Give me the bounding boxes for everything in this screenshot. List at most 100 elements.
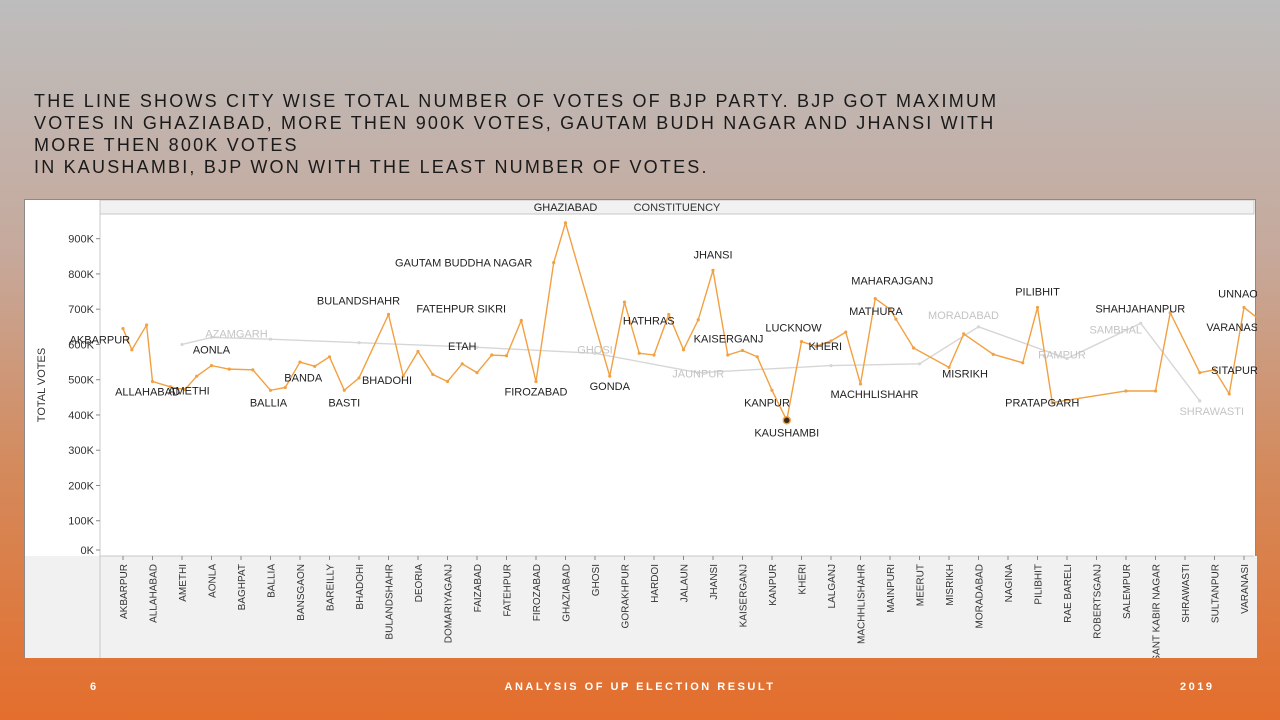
data-label: GHAZIABAD — [534, 202, 598, 214]
x-tick-label: MORADABAD — [975, 564, 986, 628]
data-label: SHAHJAHANPUR — [1095, 304, 1185, 316]
x-tick-label: DEORIA — [414, 564, 425, 603]
data-point — [251, 368, 255, 372]
data-point — [1153, 389, 1158, 393]
votes-line-chart: CONSTITUENCY TOTAL VOTES 0K 100K 200K 300K 400… — [25, 200, 1257, 658]
data-point — [357, 376, 361, 380]
data-label: LUCKNOW — [765, 323, 822, 335]
x-tick-label: DOMARIYAGANJ — [444, 564, 455, 643]
data-point — [1021, 361, 1025, 365]
x-tick-label: JALAUN — [680, 564, 691, 602]
data-point — [475, 345, 479, 349]
data-point — [652, 353, 656, 357]
data-point — [799, 340, 804, 344]
x-tick-label: LALGANJ — [827, 564, 838, 608]
x-tick-label: BULANDSHAHR — [385, 564, 396, 640]
data-point — [386, 312, 391, 317]
data-label: JAUNPUR — [672, 369, 724, 381]
x-tick-label: KHERI — [798, 564, 809, 595]
data-label: FIROZABAD — [505, 386, 568, 398]
x-axis-panel — [25, 556, 1257, 658]
data-point — [150, 379, 155, 384]
data-label: AZAMGARH — [205, 328, 267, 340]
data-label: MISRIKH — [942, 368, 988, 380]
data-point — [814, 344, 818, 348]
data-point — [445, 379, 450, 384]
data-label: HATHRAS — [623, 315, 675, 327]
x-tick-label: MISRIKH — [945, 564, 956, 606]
data-label: SHRAWASTI — [1179, 406, 1244, 418]
data-point — [696, 371, 700, 375]
x-tick-label: FAIZABAD — [473, 564, 484, 612]
data-point — [962, 332, 966, 336]
data-label: MAHARAJGANJ — [851, 276, 933, 288]
data-label: PRATAPGARH — [1005, 398, 1079, 410]
data-point — [534, 379, 538, 384]
data-point — [475, 371, 479, 375]
data-point — [268, 337, 273, 341]
data-point — [667, 312, 671, 317]
data-point — [991, 352, 995, 356]
data-point — [313, 364, 317, 368]
x-tick-label: RAE BARELI — [1063, 564, 1074, 623]
data-point — [180, 342, 184, 347]
data-point — [552, 261, 556, 265]
data-point — [947, 365, 951, 369]
data-point — [490, 353, 494, 357]
data-point — [1242, 305, 1246, 310]
y-tick-label: 700K — [68, 304, 94, 316]
data-label: VARANASI — [1206, 322, 1257, 334]
data-point — [829, 364, 833, 368]
x-tick-label: GHAZIABAD — [562, 564, 573, 622]
y-tick-label: 300K — [68, 445, 94, 457]
y-tick-label: 600K — [68, 339, 94, 351]
data-point — [844, 330, 848, 334]
data-point — [227, 367, 231, 371]
data-label: KAISERGANJ — [694, 333, 764, 345]
data-label: MACHHLISHAHR — [830, 389, 918, 401]
x-tick-label: PILIBHIT — [1034, 564, 1045, 605]
data-label: BASTI — [328, 397, 360, 409]
data-label: GONDA — [590, 381, 631, 393]
data-point — [681, 348, 686, 352]
data-point — [327, 355, 332, 359]
x-tick-label: BANSGAON — [296, 564, 307, 621]
data-point — [519, 318, 523, 323]
x-tick-label: GORAKHPUR — [621, 564, 632, 628]
data-label: ALLAHABAD — [115, 386, 180, 398]
data-point — [460, 362, 464, 366]
x-tick-label: SANT KABIR NAGAR — [1152, 564, 1163, 658]
data-point — [637, 351, 641, 355]
data-label: BANDA — [284, 372, 323, 384]
data-point — [1198, 371, 1202, 375]
data-point — [416, 349, 420, 354]
x-tick-label: MAINPURI — [886, 564, 897, 613]
data-point — [1227, 392, 1231, 396]
data-point — [912, 346, 916, 350]
x-tick-label: BALLIA — [267, 564, 278, 598]
data-point — [209, 364, 214, 368]
x-tick-label: AKBARPUR — [119, 564, 130, 619]
data-point — [1198, 399, 1202, 403]
headline-line-3: MORE THEN 800K VOTES — [34, 135, 299, 155]
data-point — [1139, 321, 1143, 325]
x-tick-label: KANPUR — [768, 564, 779, 606]
series-line — [122, 220, 1257, 423]
data-point — [1212, 368, 1217, 372]
data-point — [563, 221, 568, 225]
data-point — [431, 372, 435, 377]
x-tick-label: BAREILLY — [326, 564, 337, 611]
data-label: GAUTAM BUDDHA NAGAR — [395, 258, 532, 270]
x-tick-label: ROBERTSGANJ — [1093, 564, 1104, 639]
chart-frame: CONSTITUENCY TOTAL VOTES 0K 100K 200K 300K 400… — [24, 199, 1257, 658]
data-label: BULANDSHAHR — [317, 295, 400, 307]
data-point — [130, 348, 134, 352]
x-tick-label: ALLAHABAD — [149, 564, 160, 623]
data-label: UNNAO — [1218, 288, 1257, 300]
data-point — [917, 362, 922, 366]
x-tick-label: MACHHLISHAHR — [857, 564, 868, 644]
data-point — [858, 382, 863, 386]
y-tick-label: 400K — [68, 410, 94, 422]
x-tick-label: SHRAWASTI — [1181, 564, 1192, 623]
data-label: RAMPUR — [1038, 350, 1086, 362]
